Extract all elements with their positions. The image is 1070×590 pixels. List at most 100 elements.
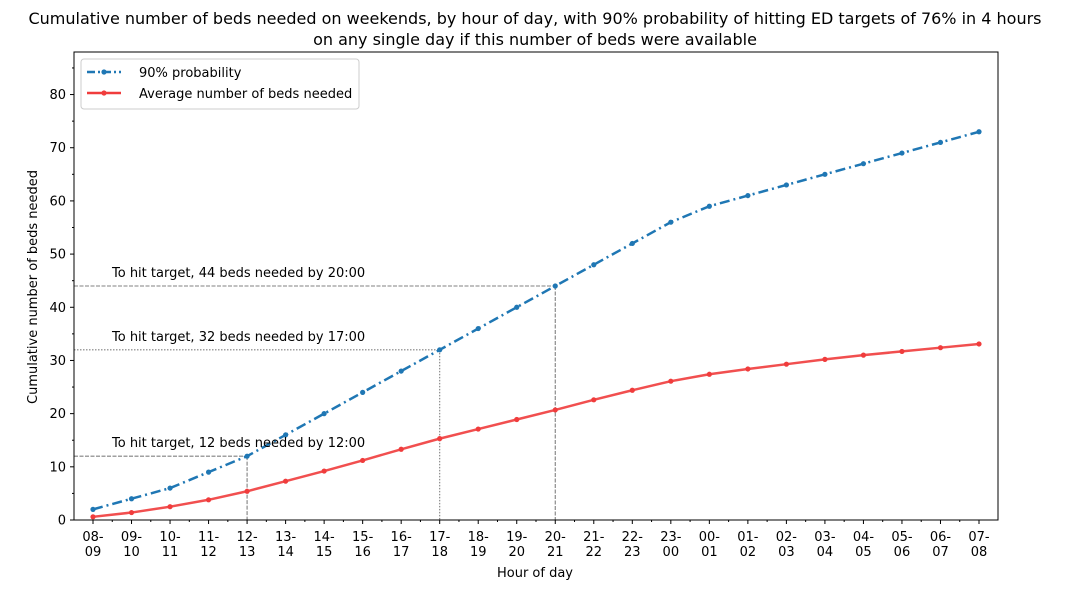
y-axis-label: Cumulative number of beds needed (26, 170, 41, 404)
data-point (398, 446, 404, 452)
y-tick-label: 10 (49, 460, 66, 475)
legend-label: Average number of beds needed (139, 87, 352, 102)
x-tick-label-bottom: 18 (431, 545, 448, 560)
x-tick-label-bottom: 04 (817, 545, 834, 560)
x-tick-label-bottom: 12 (200, 545, 217, 560)
x-tick-label-top: 16- (391, 530, 413, 545)
y-axis: 0 10 20 30 40 50 60 70 80 (49, 67, 74, 529)
x-tick-label-bottom: 10 (123, 545, 140, 560)
data-point (90, 506, 96, 512)
data-point (128, 496, 135, 502)
x-tick-label-bottom: 06 (894, 545, 911, 560)
data-point (167, 485, 173, 491)
x-tick-label-top: 14- (314, 530, 336, 545)
data-point (899, 348, 905, 355)
x-tick-label-top: 01- (737, 530, 759, 545)
data-point (937, 139, 944, 146)
data-point (437, 347, 443, 353)
data-point (283, 478, 289, 484)
annotation-label: To hit target, 44 beds needed by 20:00 (111, 266, 365, 281)
x-tick-label-bottom: 03 (778, 545, 795, 560)
data-point (360, 457, 366, 464)
data-point (937, 345, 944, 351)
data-point (822, 356, 828, 362)
x-tick-label-top: 04- (853, 530, 875, 545)
x-tick-label-top: 12- (236, 530, 258, 545)
data-point (706, 371, 712, 377)
x-tick-label-bottom: 17 (393, 545, 410, 560)
y-tick-label: 0 (58, 514, 66, 529)
data-point (514, 416, 520, 423)
x-tick-label-bottom: 22 (586, 545, 603, 560)
x-tick-label-top: 17- (429, 530, 451, 545)
x-tick-label-bottom: 07 (932, 545, 949, 560)
legend-marker (101, 90, 107, 96)
data-point (860, 352, 867, 358)
chart-title: Cumulative number of beds needed on week… (28, 9, 1041, 28)
x-tick-label-top: 23- (660, 530, 682, 545)
x-tick-label-bottom: 11 (162, 545, 179, 560)
x-tick-label-top: 21- (583, 530, 605, 545)
legend: 90% probability Average number of beds ne… (80, 58, 360, 110)
series-line-0 (92, 130, 980, 511)
annotation-labels: To hit target, 12 beds needed by 12:00 To… (111, 266, 365, 451)
data-point (514, 304, 520, 310)
data-point (398, 368, 404, 374)
data-point (205, 497, 212, 503)
x-axis: 08-0909-1010-1111-1212-1313-1414-1515-16… (82, 520, 990, 560)
data-point (976, 129, 982, 135)
annotation-label: To hit target, 12 beds needed by 12:00 (111, 436, 365, 451)
x-tick-label-bottom: 20 (508, 545, 525, 560)
x-tick-label-top: 22- (622, 530, 644, 545)
legend-marker (101, 69, 107, 75)
data-point (90, 514, 96, 520)
data-point (591, 262, 597, 268)
x-tick-label-bottom: 13 (239, 545, 256, 560)
x-tick-label-top: 10- (159, 530, 181, 545)
x-tick-label-top: 06- (930, 530, 952, 545)
data-point (244, 488, 250, 494)
x-tick-label-bottom: 23 (624, 545, 641, 560)
y-tick-label: 20 (49, 407, 66, 422)
data-point (283, 432, 289, 438)
y-tick-label: 50 (49, 248, 66, 263)
legend-label: 90% probability (139, 66, 242, 81)
x-tick-label-top: 18- (468, 530, 490, 545)
data-point (629, 387, 635, 393)
x-tick-label-top: 19- (506, 530, 528, 545)
x-tick-label-top: 05- (891, 530, 913, 545)
series-layer (90, 129, 982, 520)
x-tick-label-bottom: 19 (470, 545, 487, 560)
y-tick-label: 60 (49, 194, 66, 209)
data-point (475, 325, 481, 332)
data-point (475, 426, 481, 432)
data-point (244, 453, 250, 459)
chart-subtitle: on any single day if this number of beds… (313, 30, 757, 49)
data-point (321, 468, 327, 474)
data-point (976, 341, 982, 347)
x-tick-label-bottom: 05 (855, 545, 872, 560)
data-point (668, 219, 674, 225)
data-point (860, 161, 867, 167)
data-point (706, 203, 712, 209)
x-tick-label-top: 15- (352, 530, 374, 545)
y-tick-label: 40 (49, 301, 66, 316)
y-tick-label: 30 (49, 354, 66, 369)
x-tick-label-top: 00- (699, 530, 721, 545)
x-tick-label-bottom: 21 (547, 545, 564, 560)
x-tick-label-bottom: 08 (971, 545, 988, 560)
data-point (552, 407, 558, 413)
annotation-guides (74, 285, 556, 520)
data-point (899, 150, 905, 156)
annotation-label: To hit target, 32 beds needed by 17:00 (111, 330, 365, 345)
data-point (629, 240, 635, 247)
x-tick-label-bottom: 16 (354, 545, 371, 560)
x-tick-label-bottom: 02 (740, 545, 757, 560)
x-tick-label-top: 08- (82, 530, 104, 545)
data-point (437, 436, 443, 442)
x-tick-label-bottom: 09 (85, 545, 102, 560)
data-point (167, 504, 173, 510)
x-tick-label-top: 20- (545, 530, 567, 545)
x-tick-label-bottom: 15 (316, 545, 333, 560)
